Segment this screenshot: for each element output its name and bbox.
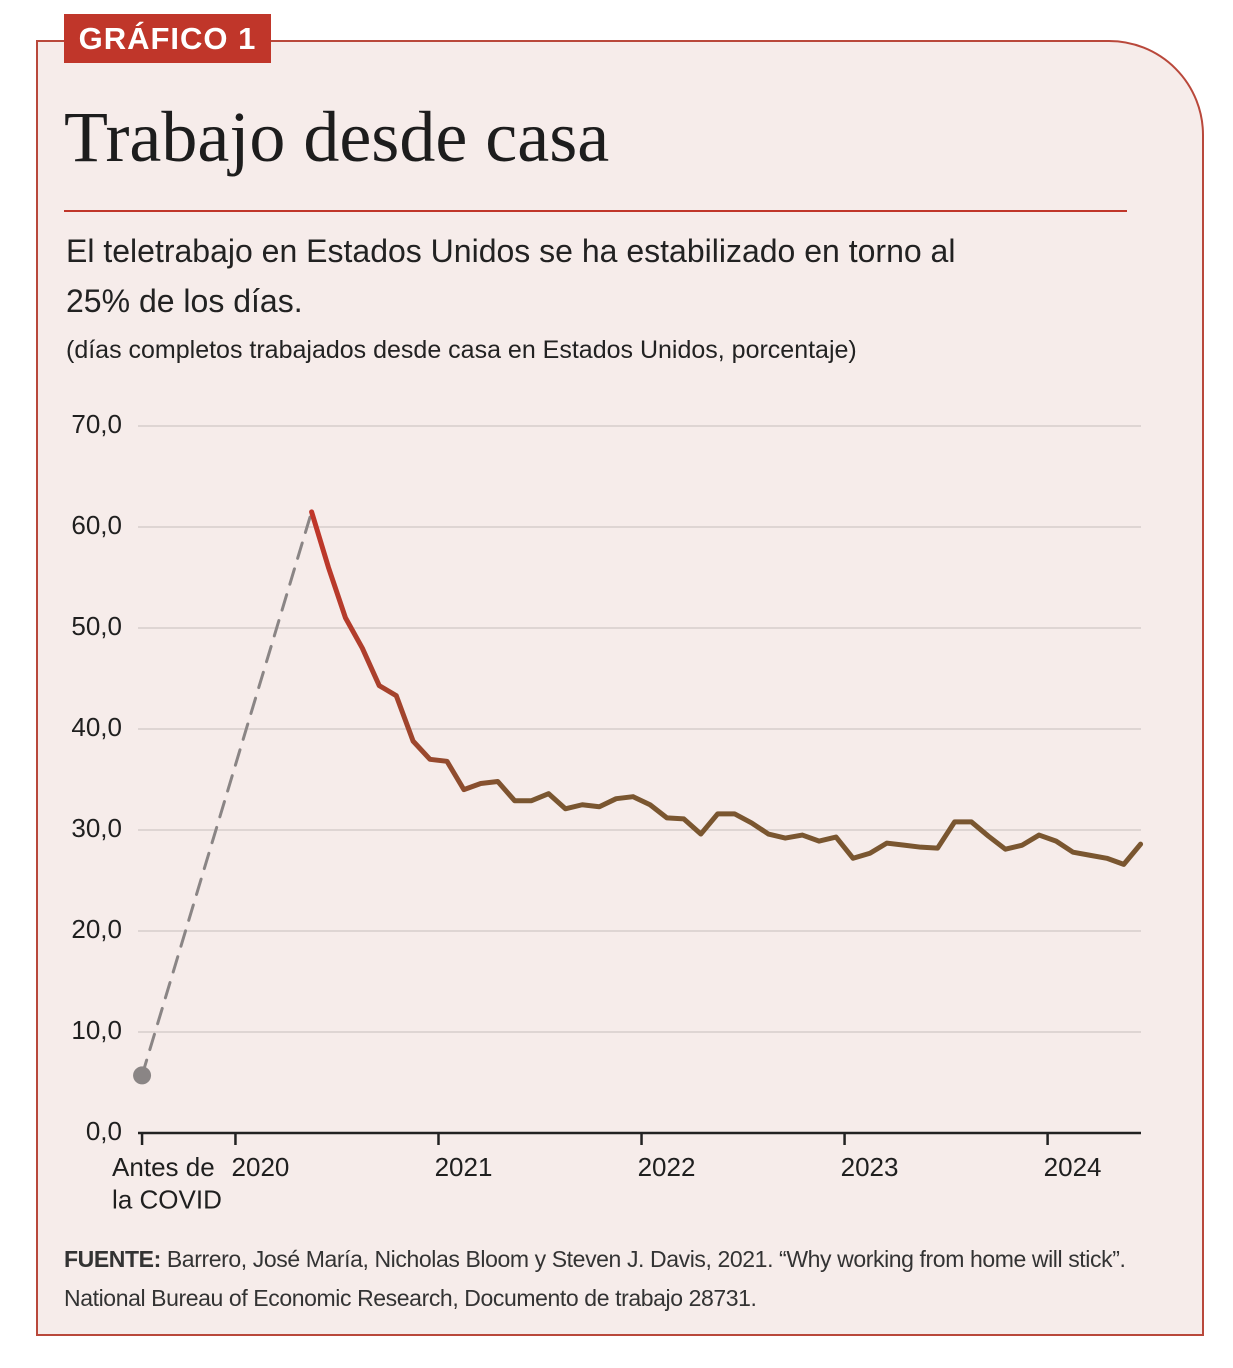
title-rule: [64, 210, 1127, 212]
chart-tag: GRÁFICO 1: [64, 14, 271, 63]
source-text: Barrero, José María, Nicholas Bloom y St…: [64, 1246, 1126, 1311]
x-tick-label: Antes de la COVID: [112, 1152, 222, 1215]
chart-note: (días completos trabajados desde casa en…: [66, 336, 857, 364]
y-tick-label: 10,0: [71, 1015, 122, 1045]
y-tick-label: 50,0: [71, 611, 122, 641]
source-label: FUENTE:: [64, 1246, 161, 1272]
x-tick-label: 2021: [435, 1152, 493, 1182]
card: [36, 40, 1204, 1336]
y-tick-label: 30,0: [71, 813, 122, 843]
x-tick-label: 2020: [232, 1152, 290, 1182]
x-tick-label: 2022: [638, 1152, 696, 1182]
source: FUENTE: Barrero, José María, Nicholas Blo…: [64, 1240, 1174, 1318]
y-tick-label: 40,0: [71, 712, 122, 742]
chart-title: Trabajo desde casa: [64, 97, 610, 177]
y-tick-label: 70,0: [71, 409, 122, 439]
x-tick-label: 2023: [841, 1152, 899, 1182]
y-tick-label: 60,0: [71, 510, 122, 540]
start-marker: [133, 1066, 152, 1085]
x-tick-label: 2024: [1044, 1152, 1102, 1182]
y-tick-label: 0,0: [86, 1116, 122, 1146]
series-line: [140, 510, 314, 1077]
chart-subtitle: El teletrabajo en Estados Unidos se ha e…: [66, 233, 956, 319]
series-line: [309, 509, 1144, 867]
y-tick-label: 20,0: [71, 914, 122, 944]
